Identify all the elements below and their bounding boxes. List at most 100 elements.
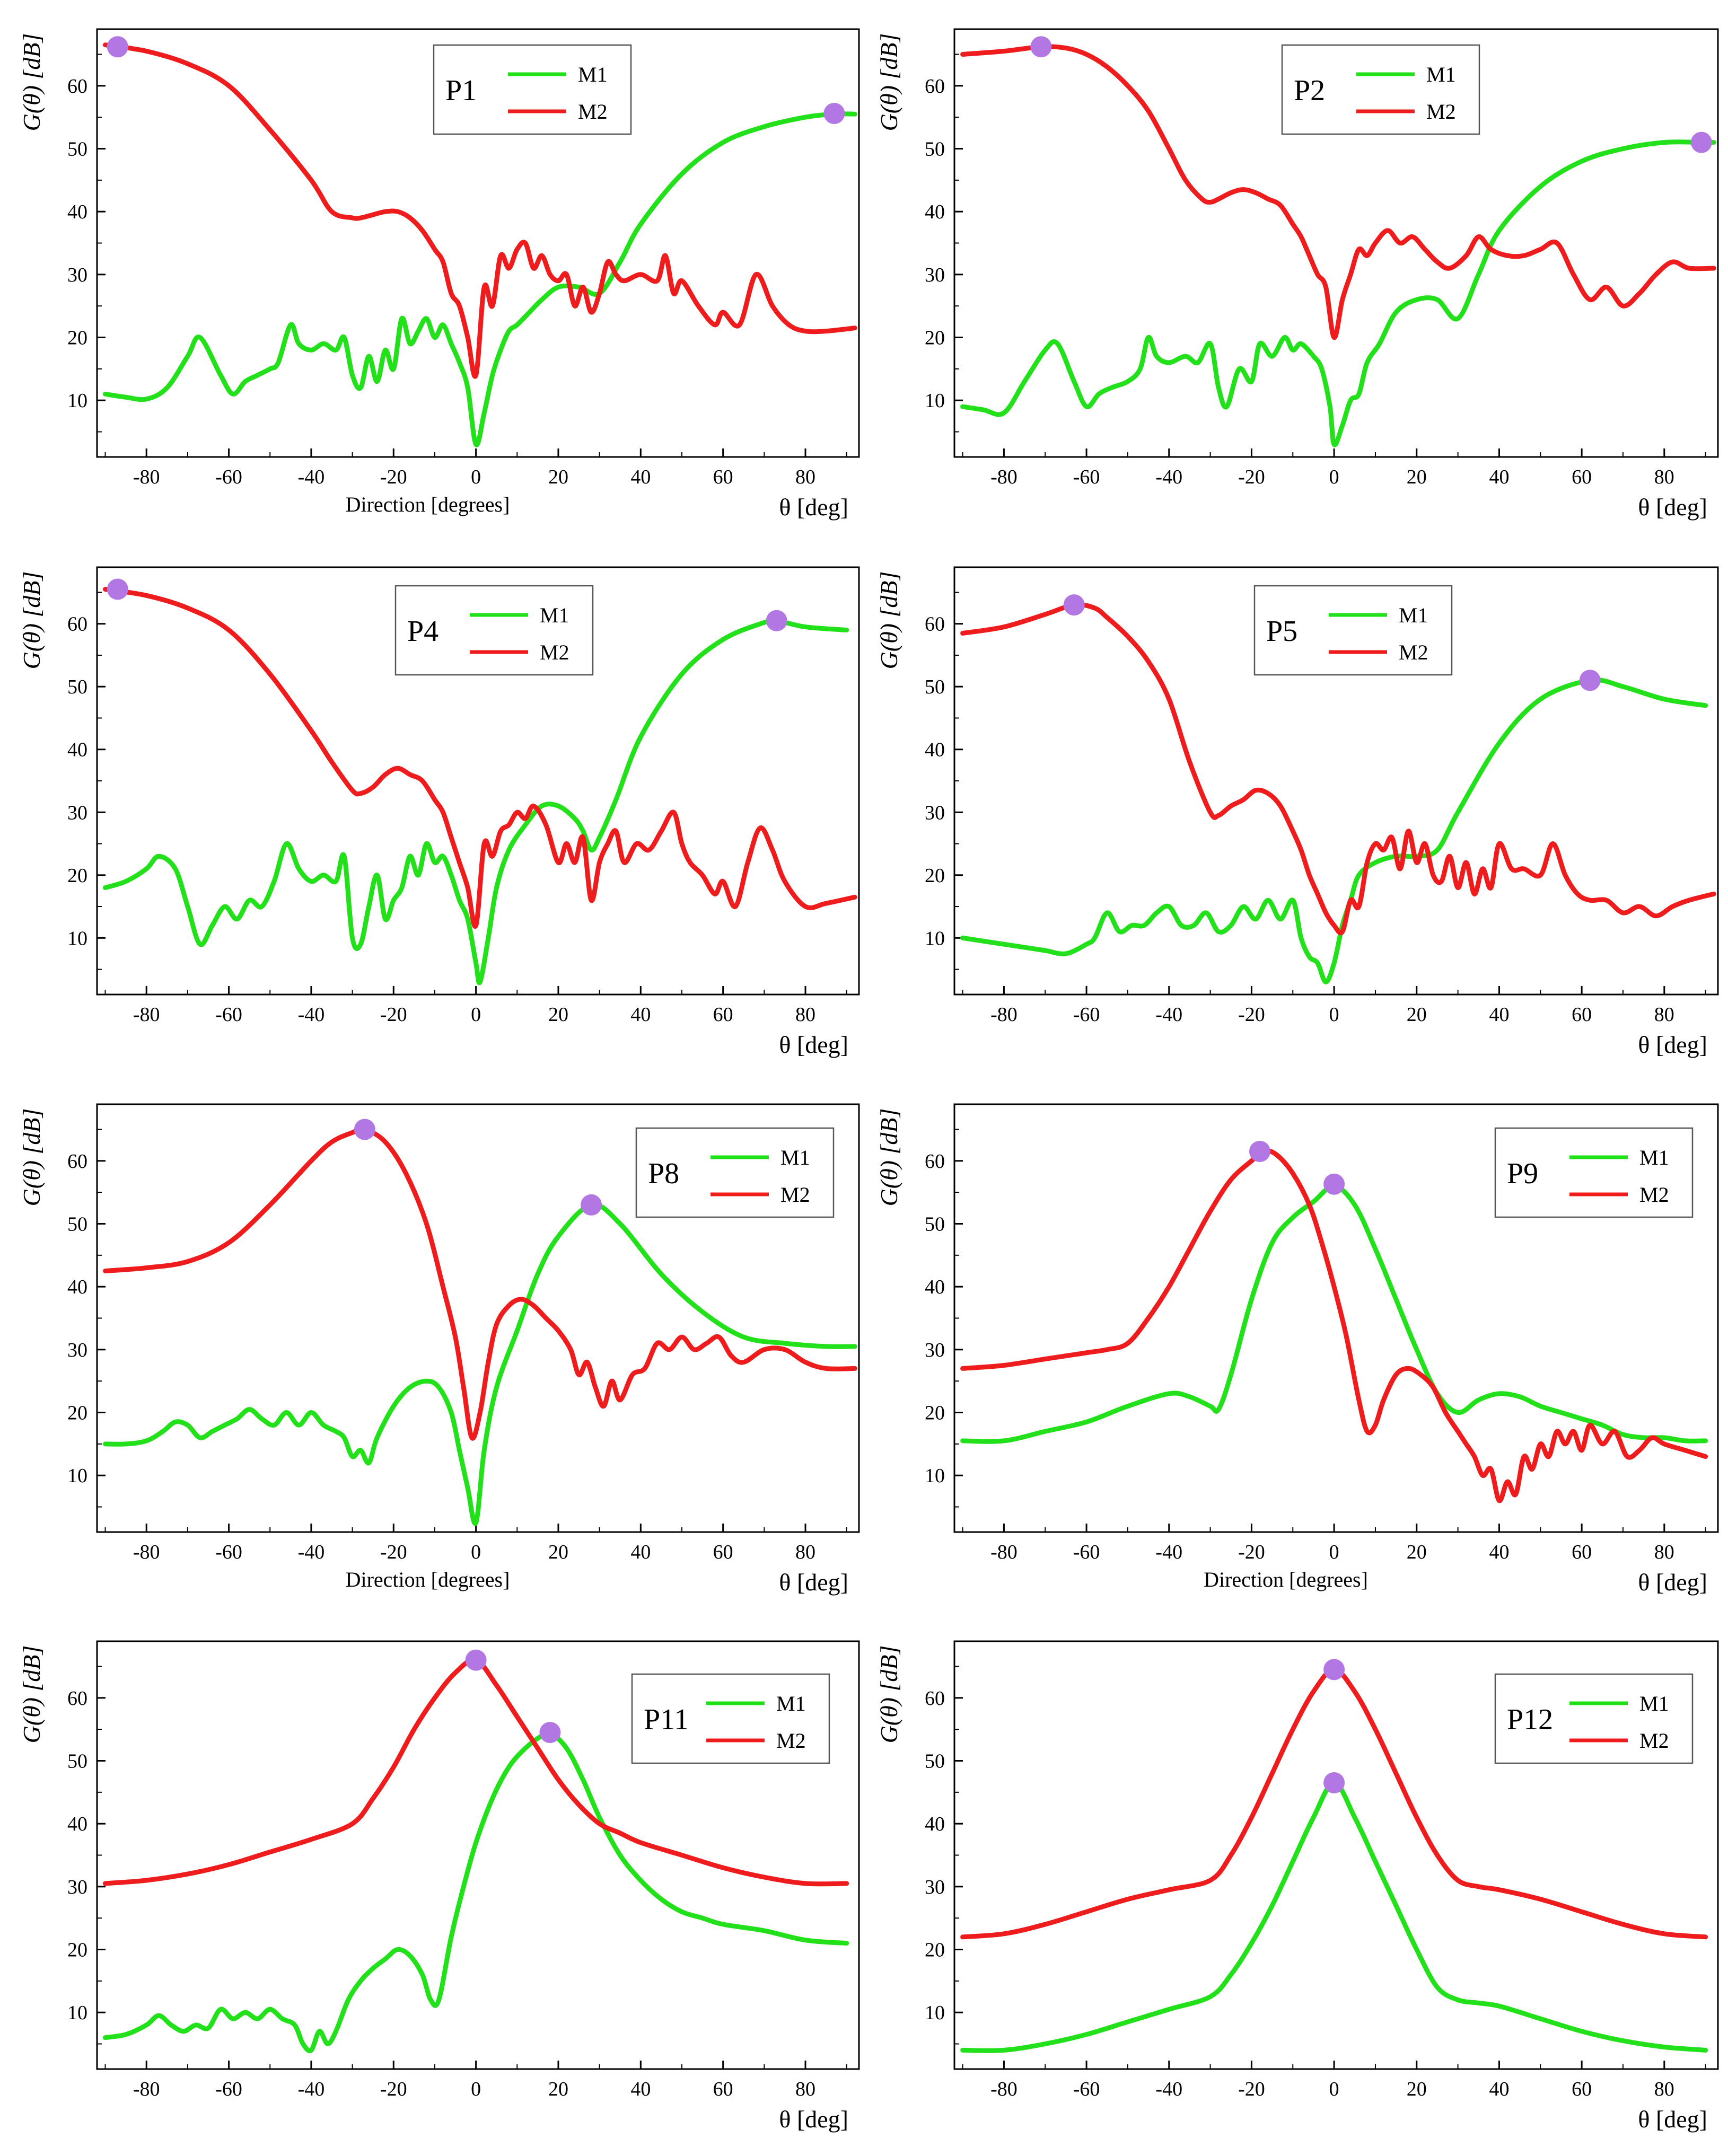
- y-tick-label: 30: [925, 1876, 945, 1898]
- x-tick-label: 40: [1489, 1004, 1509, 1026]
- legend: P4 M1 M2: [394, 585, 594, 676]
- x-tick-label: -40: [298, 466, 325, 488]
- x-tick-label: 80: [1654, 466, 1674, 488]
- x-tick-label: 0: [471, 2078, 481, 2100]
- y-tick-label: 60: [67, 1150, 87, 1173]
- legend-title: P5: [1266, 615, 1297, 648]
- series-line-m1: [960, 1183, 1708, 1444]
- y-tick-label: 50: [925, 1213, 945, 1235]
- x-tick-label: -80: [990, 2078, 1017, 2100]
- peak-marker-m2: [1323, 1659, 1345, 1680]
- series-line-m1: [960, 677, 1708, 984]
- y-tick-label: 50: [67, 138, 87, 160]
- y-tick-label: 20: [67, 865, 87, 887]
- x-tick-label: 80: [1654, 1004, 1674, 1026]
- legend-entry-m1: M1: [540, 603, 569, 627]
- x-tick-label: 80: [795, 466, 815, 488]
- x-tick-label: 40: [630, 1004, 651, 1026]
- peak-marker-m1: [1323, 1772, 1345, 1794]
- peak-marker-m1: [1323, 1173, 1345, 1195]
- x-axis-label-direction: Direction [degrees]: [1204, 1568, 1368, 1591]
- y-tick-label: 10: [67, 927, 87, 949]
- y-tick-label: 60: [925, 613, 945, 636]
- peak-marker-m2: [1249, 1141, 1270, 1163]
- peak-marker-m2: [107, 578, 128, 600]
- series-line-m2: [960, 44, 1716, 340]
- y-tick-label: 30: [925, 1339, 945, 1361]
- y-tick-label: 40: [925, 1813, 945, 1835]
- peak-marker-m2: [1030, 36, 1052, 58]
- legend-title: P8: [648, 1157, 679, 1190]
- y-tick-label: 40: [67, 1813, 87, 1835]
- y-tick-label: 60: [67, 613, 87, 636]
- x-tick-label: -80: [133, 1004, 160, 1026]
- x-tick-label: 20: [548, 466, 568, 488]
- chart-panel-p12: 10 20 30 40 50 60 -80 -60 -40 -20 0 20 40 60 80 G(θ) [d…: [875, 1640, 1719, 2133]
- x-axis-label-theta: θ [deg]: [779, 1569, 848, 1596]
- y-tick-label: 30: [67, 1876, 87, 1898]
- legend-title: P4: [407, 615, 438, 648]
- x-tick-label: 80: [795, 1541, 815, 1563]
- legend-entry-m1: M1: [1399, 603, 1428, 627]
- y-axis-label: G(θ) [dB]: [875, 33, 902, 131]
- legend: P11 M1 M2: [631, 1673, 830, 1764]
- chart-panel-p8: 10 20 30 40 50 60 -80 -60 -40 -20 0 20 40 60 80 G(θ) [d…: [18, 1103, 860, 1596]
- y-tick-label: 50: [925, 1750, 945, 1772]
- x-tick-label: 20: [548, 2078, 568, 2100]
- y-tick-label: 40: [67, 1276, 87, 1298]
- x-tick-label: -20: [380, 466, 407, 488]
- x-tick-label: 20: [548, 1004, 568, 1026]
- x-tick-label: -20: [1238, 1004, 1265, 1026]
- legend: P1 M1 M2: [433, 44, 632, 135]
- legend: P12 M1 M2: [1494, 1673, 1694, 1764]
- y-tick-label: 20: [67, 327, 87, 349]
- legend-entry-m2: M2: [1399, 640, 1428, 664]
- x-tick-label: 60: [713, 1004, 733, 1026]
- peak-marker-m1: [581, 1194, 602, 1216]
- y-axis-label: G(θ) [dB]: [18, 33, 45, 131]
- legend-box: [394, 585, 594, 676]
- x-tick-label: 60: [713, 1541, 733, 1563]
- y-tick-label: 50: [925, 676, 945, 698]
- x-axis-label-theta: θ [deg]: [779, 2106, 848, 2133]
- y-tick-label: 30: [67, 802, 87, 824]
- x-tick-label: 20: [548, 1541, 568, 1563]
- y-tick-label: 60: [67, 1687, 87, 1710]
- peak-marker-m2: [465, 1649, 487, 1671]
- series-line-m2: [960, 1148, 1708, 1503]
- x-tick-label: 40: [630, 2078, 651, 2100]
- y-tick-label: 10: [67, 390, 87, 412]
- x-tick-label: -20: [1238, 1541, 1265, 1563]
- x-tick-label: 60: [713, 466, 733, 488]
- y-tick-label: 50: [67, 1750, 87, 1772]
- y-tick-label: 30: [67, 264, 87, 286]
- x-tick-label: -60: [215, 1004, 242, 1026]
- x-axis-label-theta: θ [deg]: [1638, 2106, 1707, 2133]
- legend-entry-m1: M1: [1426, 63, 1456, 86]
- chart-panel-p4: 10 20 30 40 50 60 -80 -60 -40 -20 0 20 40 60 80 G(θ) [d…: [18, 566, 860, 1058]
- x-tick-label: -20: [380, 2078, 407, 2100]
- y-axis-label: G(θ) [dB]: [875, 1645, 902, 1744]
- legend: P2 M1 M2: [1281, 44, 1480, 135]
- y-tick-label: 10: [67, 2002, 87, 2024]
- peak-marker-m1: [1579, 670, 1601, 691]
- x-tick-label: 0: [471, 1004, 481, 1026]
- series-line-m2: [103, 42, 857, 379]
- legend-title: P12: [1507, 1703, 1553, 1736]
- x-tick-label: -80: [990, 1004, 1017, 1026]
- y-tick-label: 20: [925, 327, 945, 349]
- x-tick-label: 20: [1407, 1004, 1427, 1026]
- legend-title: P9: [1507, 1157, 1538, 1190]
- x-tick-label: 0: [1329, 1004, 1339, 1026]
- x-tick-label: -40: [298, 1004, 325, 1026]
- legend-entry-m1: M1: [578, 63, 608, 86]
- legend-entry-m1: M1: [1639, 1692, 1669, 1715]
- x-axis-label-direction: Direction [degrees]: [346, 492, 510, 516]
- x-tick-label: -60: [1073, 2078, 1100, 2100]
- y-tick-label: 40: [67, 201, 87, 223]
- peak-marker-m2: [354, 1119, 375, 1140]
- x-tick-label: 60: [713, 2078, 733, 2100]
- x-tick-label: 40: [1489, 1541, 1509, 1563]
- series-line-m1: [103, 1729, 849, 2053]
